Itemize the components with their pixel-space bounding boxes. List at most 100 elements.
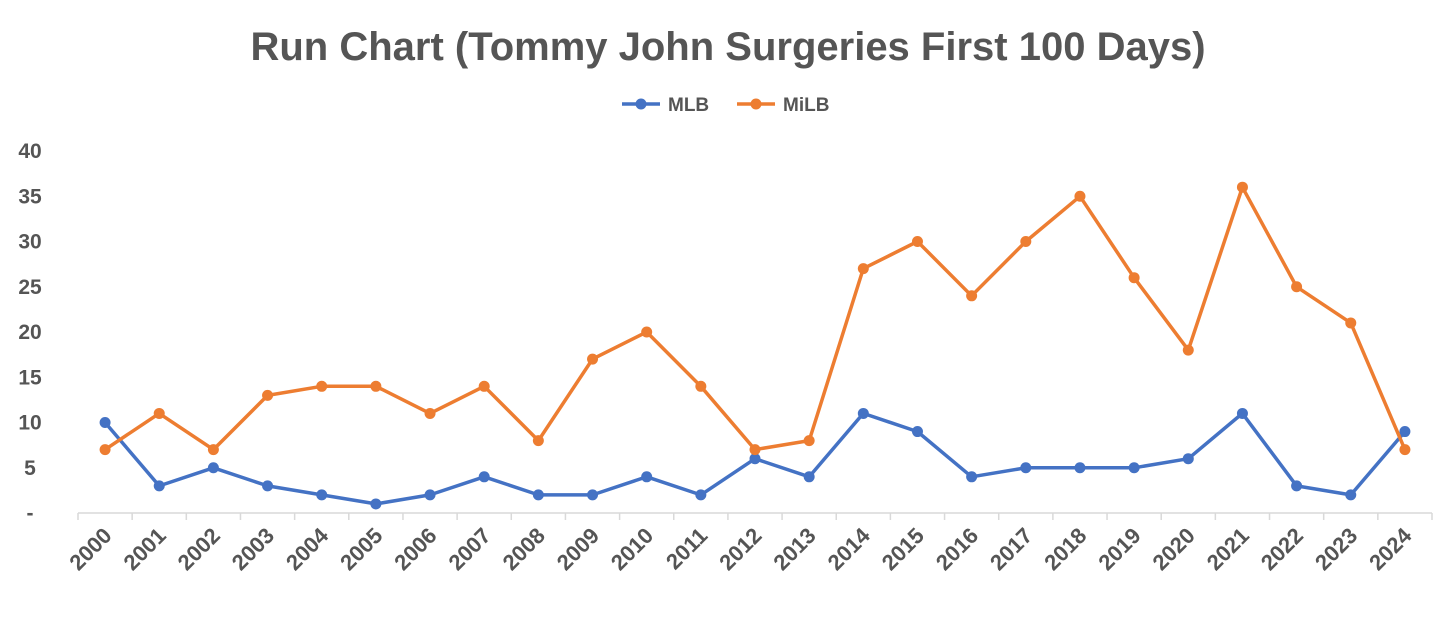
- data-point-milb-2021: [1236, 181, 1248, 193]
- data-point-milb-2015: [911, 236, 923, 247]
- data-point-milb-2024: [1399, 444, 1411, 456]
- data-point-mlb-2001: [153, 480, 165, 492]
- data-point-mlb-2024: [1399, 426, 1411, 438]
- x-tick-label-2008: 2008: [498, 523, 550, 575]
- x-tick-label-2011: 2011: [661, 523, 712, 574]
- y-tick-label-4: 20: [18, 321, 41, 344]
- data-point-milb-2018: [1074, 190, 1086, 202]
- x-tick-label-2005: 2005: [335, 523, 387, 575]
- series-line-milb: [103, 185, 1407, 452]
- series-layer: [99, 181, 1411, 510]
- data-point-mlb-2009: [587, 489, 599, 501]
- y-tick-label-1: 5: [24, 457, 36, 480]
- data-point-milb-2008: [532, 435, 544, 447]
- data-point-mlb-2004: [316, 489, 328, 501]
- data-point-mlb-2007: [478, 471, 490, 483]
- x-tick-label-2000: 2000: [64, 523, 116, 575]
- data-point-mlb-2014: [857, 407, 869, 419]
- data-point-mlb-2008: [532, 489, 544, 501]
- legend-label-mlb: MLB: [668, 95, 709, 116]
- x-tick-label-2022: 2022: [1256, 523, 1308, 575]
- x-tick-label-2001: 2001: [118, 523, 170, 575]
- data-point-mlb-2020: [1182, 453, 1194, 465]
- legend-item-milb: MiLB: [737, 95, 829, 116]
- data-point-mlb-2005: [370, 498, 382, 510]
- data-point-milb-2003: [262, 389, 274, 401]
- x-tick-label-2020: 2020: [1148, 523, 1200, 575]
- x-tick-label-2012: 2012: [714, 523, 766, 575]
- data-point-mlb-2003: [262, 480, 274, 492]
- y-tick-label-8: 40: [18, 140, 41, 163]
- y-axis: - 5 10 15 20 25 30 35 40: [18, 140, 42, 525]
- y-tick-label-2: 10: [18, 412, 41, 435]
- chart-title: Run Chart (Tommy John Surgeries First 10…: [250, 25, 1205, 69]
- data-point-mlb-2018: [1074, 462, 1086, 474]
- x-tick-label-2018: 2018: [1039, 523, 1091, 575]
- x-tick-label-2019: 2019: [1093, 523, 1145, 575]
- data-point-milb-2001: [153, 407, 165, 419]
- x-tick-label-2003: 2003: [227, 523, 279, 575]
- series-milb: [99, 181, 1411, 456]
- x-tick-label-2024: 2024: [1364, 522, 1417, 575]
- data-point-milb-2004: [316, 380, 328, 392]
- y-tick-label-5: 25: [18, 276, 42, 299]
- data-point-milb-2006: [424, 407, 436, 419]
- x-tick-label-2017: 2017: [985, 523, 1037, 575]
- data-point-mlb-2012: [749, 453, 761, 465]
- data-point-milb-2005: [370, 380, 382, 392]
- data-point-mlb-2016: [966, 471, 978, 483]
- legend: MLB MiLB: [622, 95, 829, 116]
- x-tick-label-2016: 2016: [931, 523, 983, 575]
- data-point-milb-2017: [1020, 236, 1032, 247]
- data-point-milb-2023: [1345, 317, 1357, 329]
- data-point-milb-2016: [966, 290, 978, 302]
- data-point-mlb-2011: [695, 489, 707, 501]
- data-point-mlb-2015: [911, 426, 923, 438]
- y-tick-label-6: 30: [18, 231, 41, 254]
- series-mlb: [99, 407, 1411, 510]
- x-tick-label-2014: 2014: [823, 522, 876, 575]
- data-point-mlb-2000: [99, 417, 111, 428]
- data-point-mlb-2021: [1236, 407, 1248, 419]
- x-tick-label-2004: 2004: [281, 522, 334, 575]
- data-point-mlb-2002: [207, 462, 219, 474]
- legend-label-milb: MiLB: [783, 95, 829, 116]
- data-point-mlb-2010: [641, 471, 653, 483]
- y-tick-label-0: -: [27, 502, 34, 525]
- x-tick-label-2002: 2002: [173, 523, 225, 575]
- legend-item-mlb: MLB: [622, 95, 709, 116]
- x-tick-label-2009: 2009: [552, 523, 604, 575]
- x-tick-label-2006: 2006: [389, 523, 441, 575]
- x-tick-label-2015: 2015: [877, 523, 929, 575]
- data-point-milb-2009: [587, 353, 599, 365]
- data-point-milb-2011: [695, 380, 707, 392]
- data-point-mlb-2017: [1020, 462, 1032, 474]
- data-point-mlb-2019: [1128, 462, 1140, 474]
- x-tick-label-2010: 2010: [606, 523, 658, 575]
- y-tick-label-3: 15: [18, 366, 42, 389]
- x-tick-label-2021: 2021: [1202, 523, 1254, 575]
- y-tick-label-7: 35: [18, 185, 42, 208]
- data-point-milb-2019: [1128, 272, 1140, 284]
- data-point-milb-2002: [207, 444, 219, 456]
- data-point-milb-2007: [478, 380, 490, 392]
- legend-swatch-marker-milb: [750, 98, 762, 110]
- data-point-milb-2022: [1291, 281, 1303, 293]
- x-tick-label-2023: 2023: [1310, 523, 1362, 575]
- data-point-milb-2012: [749, 444, 761, 456]
- data-point-mlb-2023: [1345, 489, 1357, 501]
- data-point-mlb-2022: [1291, 480, 1303, 492]
- x-axis: 2000 2001 2002 2003 2004 2005 2006 2007 2008 2009…: [64, 512, 1433, 575]
- legend-swatch-marker-mlb: [635, 98, 647, 110]
- x-tick-label-2007: 2007: [443, 523, 495, 575]
- data-point-milb-2000: [99, 444, 111, 456]
- data-point-milb-2020: [1182, 344, 1194, 356]
- data-point-milb-2013: [803, 435, 815, 447]
- x-tick-label-2013: 2013: [768, 523, 820, 575]
- data-point-milb-2014: [857, 263, 869, 275]
- data-point-mlb-2006: [424, 489, 436, 501]
- data-point-milb-2010: [641, 326, 653, 338]
- data-point-mlb-2013: [803, 471, 815, 483]
